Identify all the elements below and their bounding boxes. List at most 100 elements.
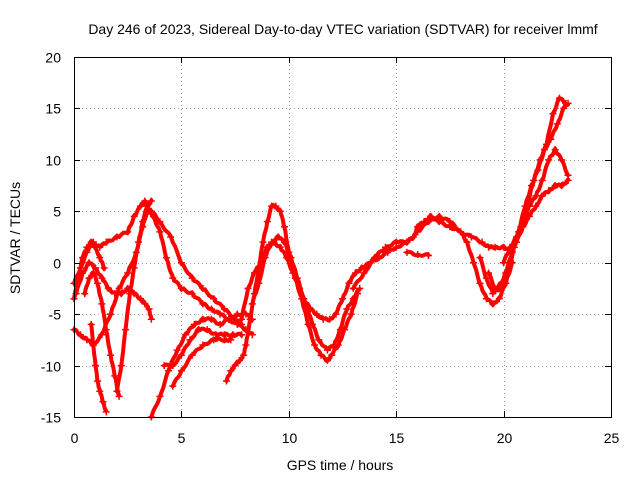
data-point-marker	[231, 362, 239, 370]
data-point-marker	[339, 295, 346, 303]
data-point-marker	[349, 284, 357, 292]
data-point-marker	[233, 310, 241, 318]
data-point-marker	[463, 238, 471, 246]
data-point-marker	[203, 326, 211, 334]
series-trail	[486, 95, 568, 291]
data-point-marker	[525, 202, 533, 210]
data-point-marker	[332, 310, 340, 318]
data-point-marker	[281, 223, 289, 231]
data-point-marker	[261, 254, 269, 262]
data-point-marker	[72, 290, 80, 298]
data-point-marker	[358, 264, 366, 272]
series-satellite-track-J	[169, 336, 235, 390]
data-point-marker	[500, 259, 508, 267]
data-point-marker	[177, 259, 185, 267]
data-point-marker	[319, 315, 327, 323]
data-point-marker	[246, 315, 254, 323]
data-point-marker	[169, 362, 177, 370]
data-point-marker	[117, 290, 125, 298]
data-point-marker	[491, 243, 499, 251]
data-point-marker	[195, 326, 203, 334]
x-tick-label: 0	[71, 430, 79, 446]
x-axis-label: GPS time / hours	[287, 457, 394, 473]
data-point-marker	[190, 320, 198, 328]
data-point-marker	[130, 212, 138, 220]
data-point-marker	[549, 110, 557, 118]
data-point-marker	[360, 269, 368, 277]
data-point-marker	[91, 362, 99, 370]
data-point-marker	[227, 336, 235, 344]
data-point-marker	[126, 290, 134, 298]
data-point-marker	[107, 310, 115, 318]
plot-frame	[74, 57, 612, 418]
data-point-marker	[356, 284, 364, 292]
data-point-marker	[323, 346, 331, 354]
data-point-marker	[274, 233, 282, 241]
data-point-marker	[506, 243, 514, 251]
y-tick-label: 5	[53, 204, 61, 220]
data-point-marker	[244, 284, 252, 292]
x-tick-label: 20	[497, 430, 513, 446]
y-axis-label: SDTVAR / TECUs	[7, 182, 23, 294]
data-point-marker	[482, 295, 490, 303]
data-point-marker	[94, 279, 102, 287]
data-point-marker	[98, 331, 106, 339]
data-point-marker	[532, 192, 540, 200]
data-point-marker	[238, 331, 246, 339]
chart-title: Day 246 of 2023, Sidereal Day-to-day VTE…	[88, 21, 597, 37]
data-point-marker	[124, 269, 132, 277]
series-trail	[478, 102, 570, 296]
data-point-marker	[276, 207, 284, 215]
data-point-marker	[313, 310, 321, 318]
data-point-marker	[259, 238, 267, 246]
data-point-marker	[489, 300, 497, 308]
data-point-marker	[96, 254, 104, 262]
data-point-marker	[317, 351, 325, 359]
series-satellite-track-D	[72, 259, 155, 323]
data-point-marker	[240, 351, 248, 359]
data-point-marker	[94, 377, 102, 385]
data-point-marker	[345, 279, 353, 287]
data-point-marker	[111, 372, 119, 380]
data-point-marker	[122, 326, 130, 334]
data-point-marker	[99, 398, 107, 406]
data-point-marker	[85, 274, 93, 282]
data-point-marker	[91, 264, 99, 272]
data-point-marker	[427, 212, 435, 220]
data-point-marker	[137, 295, 145, 303]
data-point-marker	[199, 284, 207, 292]
data-point-marker	[495, 295, 503, 303]
data-point-marker	[98, 300, 106, 308]
data-point-marker	[169, 274, 177, 282]
data-point-marker	[104, 284, 112, 292]
data-point-marker	[476, 254, 484, 262]
data-point-marker	[414, 223, 422, 231]
data-point-marker	[564, 176, 572, 184]
data-point-marker	[188, 351, 196, 359]
data-point-marker	[504, 269, 512, 277]
data-point-marker	[558, 156, 566, 164]
data-point-marker	[424, 252, 432, 260]
data-point-marker	[328, 351, 336, 359]
data-point-marker	[512, 238, 520, 246]
data-point-marker	[141, 197, 149, 205]
data-point-marker	[300, 295, 308, 303]
data-point-marker	[107, 351, 115, 359]
data-point-marker	[248, 331, 256, 339]
data-point-marker	[525, 212, 533, 220]
x-tick-label: 15	[389, 430, 405, 446]
data-point-marker	[293, 274, 301, 282]
data-point-marker	[229, 331, 237, 339]
data-point-marker	[478, 238, 486, 246]
data-point-marker	[238, 315, 246, 323]
data-point-marker	[457, 228, 465, 236]
data-point-marker	[235, 356, 243, 364]
y-tick-label: 10	[45, 153, 61, 169]
data-point-marker	[182, 331, 190, 339]
data-point-marker	[308, 320, 316, 328]
series-satellite-track-S	[500, 146, 572, 267]
data-point-marker	[381, 248, 389, 256]
data-point-marker	[392, 243, 400, 251]
data-point-marker	[485, 269, 493, 277]
grid-lines	[74, 57, 611, 417]
